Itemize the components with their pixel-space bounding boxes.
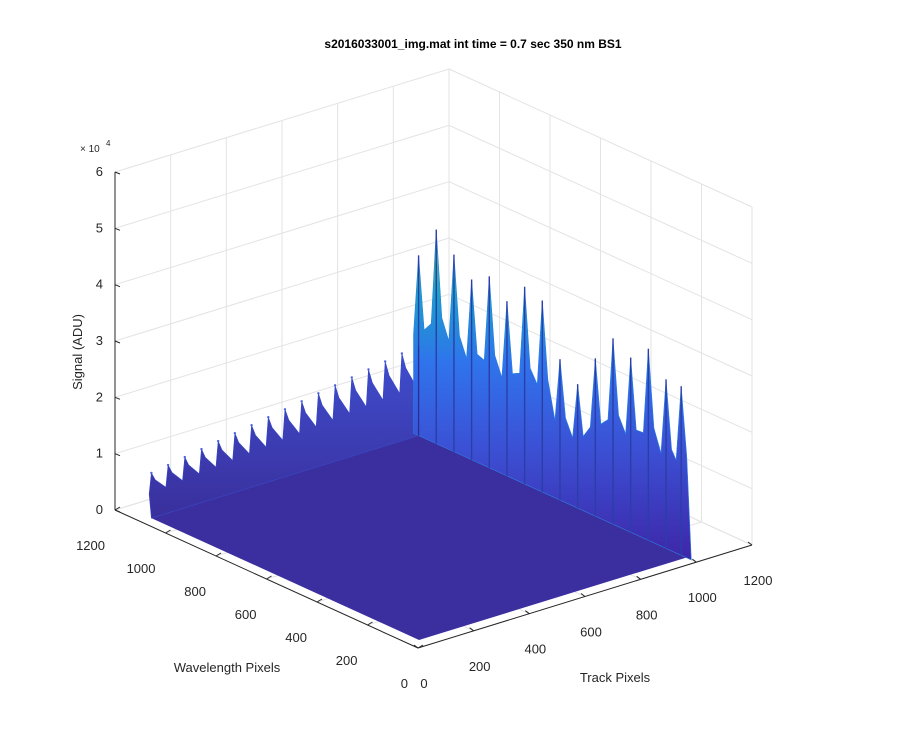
y-tick [165, 529, 171, 534]
x-tick-label: 0 [420, 676, 427, 691]
z-tick-label: 1 [96, 446, 103, 461]
y-tick [367, 621, 373, 626]
grid-line [114, 237, 450, 342]
z-tick [114, 227, 121, 231]
y-tick [215, 552, 222, 557]
left-peak-marker [183, 455, 186, 459]
grid-line [448, 181, 753, 321]
x-tick [413, 644, 419, 649]
z-tick [114, 453, 121, 457]
x-tick [469, 627, 474, 632]
z-tick [114, 284, 121, 288]
y-tick-label: 0 [401, 676, 408, 691]
z-tick-label: 5 [96, 220, 103, 235]
z-tick-label: 0 [96, 502, 103, 517]
surface [148, 229, 692, 640]
y-tick-label: 800 [184, 584, 206, 599]
z-exponent-base: × 10 [80, 144, 100, 155]
left-peak-marker [350, 376, 353, 379]
x-tick-label: 400 [524, 642, 546, 657]
left-peak-marker [300, 400, 303, 403]
grid-line [448, 124, 753, 264]
grid-line [114, 68, 450, 173]
x-tick-label: 800 [636, 607, 658, 622]
left-peak-marker [317, 392, 320, 395]
y-axis-label: Wavelength Pixels [174, 660, 281, 675]
z-tick-label: 4 [96, 277, 103, 292]
x-tick-label: 1000 [688, 590, 717, 605]
left-peak-marker [166, 463, 170, 467]
x-axis-label: Track Pixels [580, 670, 651, 685]
x-tick [692, 558, 697, 563]
grid-line [114, 350, 450, 455]
y-tick-label: 600 [235, 607, 257, 622]
left-peak-marker [200, 447, 203, 451]
left-peak-marker [283, 408, 287, 411]
left-peak-marker [367, 368, 370, 371]
left-peak-marker [233, 431, 237, 435]
surface-left-wall [148, 345, 423, 519]
grid-line [448, 237, 753, 377]
grid-line [114, 181, 450, 286]
y-tick-label: 400 [285, 630, 307, 645]
left-peak-marker [383, 360, 387, 363]
z-tick [114, 171, 121, 175]
left-peak-marker [250, 424, 253, 427]
y-tick-label: 200 [336, 653, 358, 668]
y-tick [417, 644, 424, 649]
z-tick-label: 6 [96, 164, 103, 179]
z-tick [114, 396, 121, 400]
x-tick-label: 200 [469, 659, 491, 674]
x-tick [636, 575, 641, 580]
z-exponent: × 10 4 [80, 139, 111, 155]
y-tick [316, 598, 323, 603]
z-tick-label: 2 [96, 389, 103, 404]
z-axis-label: Signal (ADU) [70, 314, 85, 390]
y-tick [266, 575, 272, 580]
x-tick [580, 593, 586, 597]
grid-line [114, 124, 450, 229]
grid-line [114, 293, 450, 398]
x-tick-label: 1200 [744, 573, 773, 588]
surface-right-wall [413, 229, 692, 561]
chart-title: s2016033001_img.mat int time = 0.7 sec 3… [324, 37, 622, 51]
x-tick-label: 600 [580, 625, 602, 640]
x-tick [747, 541, 753, 546]
left-peak-marker [216, 439, 220, 443]
left-peak-marker [333, 384, 337, 387]
z-exponent-power: 4 [106, 139, 111, 148]
z-tick-label: 3 [96, 333, 103, 348]
grid-line [448, 293, 753, 433]
z-tick [114, 340, 121, 344]
x-tick [525, 610, 530, 615]
grid-line [448, 68, 753, 208]
axes [114, 171, 753, 649]
left-peak-marker [150, 471, 153, 475]
left-peak-marker [267, 416, 270, 419]
y-tick-label: 1200 [76, 538, 105, 553]
tick-labels: 0200400600800100012000200400600800100012… [76, 164, 772, 691]
y-tick-label: 1000 [127, 561, 156, 576]
y-tick [114, 506, 121, 511]
surface-floor [151, 435, 687, 640]
z-tick [114, 509, 121, 513]
left-peak-marker [400, 352, 404, 355]
